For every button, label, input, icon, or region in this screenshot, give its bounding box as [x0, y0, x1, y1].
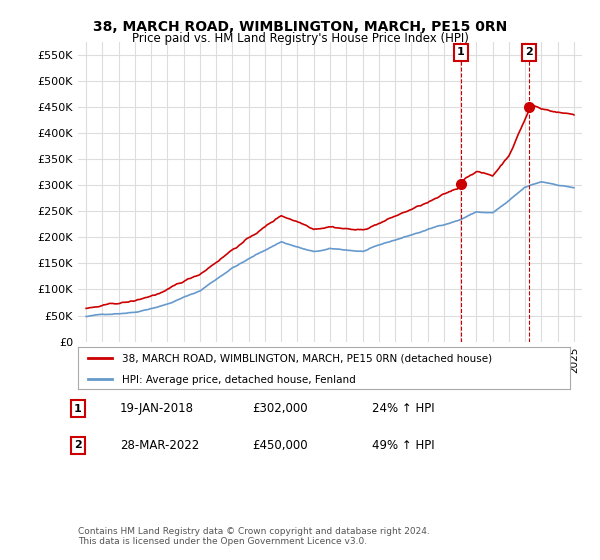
Text: 1: 1: [457, 48, 465, 58]
Text: 24% ↑ HPI: 24% ↑ HPI: [372, 402, 434, 416]
Text: 2: 2: [74, 440, 82, 450]
Text: 38, MARCH ROAD, WIMBLINGTON, MARCH, PE15 0RN: 38, MARCH ROAD, WIMBLINGTON, MARCH, PE15…: [93, 20, 507, 34]
Text: 38, MARCH ROAD, WIMBLINGTON, MARCH, PE15 0RN (detached house): 38, MARCH ROAD, WIMBLINGTON, MARCH, PE15…: [122, 354, 493, 364]
Text: HPI: Average price, detached house, Fenland: HPI: Average price, detached house, Fenl…: [122, 375, 356, 385]
Text: 19-JAN-2018: 19-JAN-2018: [120, 402, 194, 416]
Text: £450,000: £450,000: [252, 438, 308, 452]
Text: 49% ↑ HPI: 49% ↑ HPI: [372, 438, 434, 452]
Text: 28-MAR-2022: 28-MAR-2022: [120, 438, 199, 452]
Text: 1: 1: [74, 404, 82, 414]
Text: £302,000: £302,000: [252, 402, 308, 416]
Text: 2: 2: [525, 48, 533, 58]
Text: Contains HM Land Registry data © Crown copyright and database right 2024.
This d: Contains HM Land Registry data © Crown c…: [78, 526, 430, 546]
Text: Price paid vs. HM Land Registry's House Price Index (HPI): Price paid vs. HM Land Registry's House …: [131, 32, 469, 45]
